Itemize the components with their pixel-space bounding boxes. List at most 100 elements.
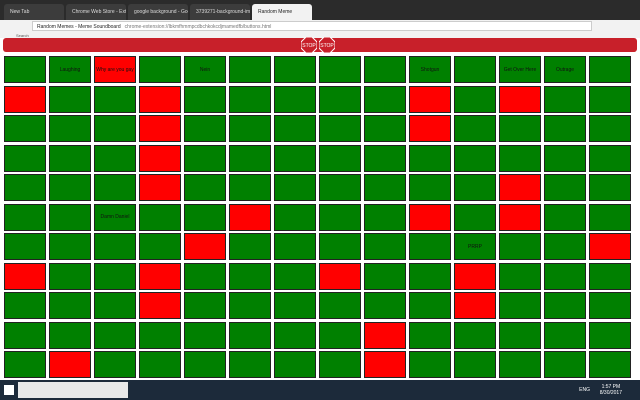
sound-button[interactable] [499, 262, 541, 290]
sound-button[interactable] [364, 351, 406, 378]
sound-button[interactable] [184, 85, 226, 113]
sound-button[interactable] [364, 85, 406, 113]
sound-button[interactable] [274, 351, 316, 378]
sound-button[interactable] [589, 351, 631, 378]
sound-button[interactable] [49, 85, 91, 113]
sound-button[interactable] [589, 85, 631, 113]
sound-button[interactable] [499, 292, 541, 319]
sound-button[interactable] [139, 203, 181, 231]
sound-button[interactable] [499, 115, 541, 142]
sound-button[interactable] [4, 203, 46, 231]
sound-button[interactable]: Shotgun [409, 56, 451, 83]
sound-button[interactable] [139, 321, 181, 349]
sound-button[interactable] [4, 321, 46, 349]
sound-button[interactable] [49, 262, 91, 290]
sound-button[interactable] [364, 56, 406, 83]
sound-button[interactable] [499, 233, 541, 260]
sound-button[interactable] [4, 56, 46, 83]
sound-button[interactable] [364, 144, 406, 172]
sound-button[interactable] [139, 115, 181, 142]
sound-button[interactable] [544, 262, 586, 290]
sound-button[interactable] [229, 85, 271, 113]
sound-button[interactable] [544, 203, 586, 231]
sound-button[interactable] [184, 144, 226, 172]
sound-button[interactable] [364, 292, 406, 319]
sound-button[interactable] [544, 115, 586, 142]
sound-button[interactable] [589, 115, 631, 142]
sound-button[interactable] [229, 262, 271, 290]
sound-button[interactable] [544, 85, 586, 113]
sound-button[interactable] [94, 85, 136, 113]
sound-button[interactable] [454, 262, 496, 290]
sound-button[interactable] [544, 321, 586, 349]
sound-button[interactable] [184, 203, 226, 231]
sound-button[interactable] [319, 115, 361, 142]
sound-button[interactable] [319, 233, 361, 260]
sound-button[interactable] [319, 144, 361, 172]
sound-button[interactable] [4, 233, 46, 260]
sound-button[interactable] [94, 233, 136, 260]
taskbar-search[interactable] [18, 382, 128, 398]
browser-tab[interactable]: Random Meme [252, 4, 312, 20]
sound-button[interactable] [454, 115, 496, 142]
sound-button[interactable] [49, 203, 91, 231]
sound-button[interactable] [184, 174, 226, 201]
sound-button[interactable] [274, 115, 316, 142]
sound-button[interactable] [49, 115, 91, 142]
sound-button[interactable] [49, 233, 91, 260]
sound-button[interactable] [94, 292, 136, 319]
sound-button[interactable] [229, 321, 271, 349]
sound-button[interactable] [184, 262, 226, 290]
sound-button[interactable] [589, 144, 631, 172]
sound-button[interactable] [229, 174, 271, 201]
browser-tab[interactable]: google background - Google Search [128, 4, 188, 20]
sound-button[interactable] [544, 174, 586, 201]
sound-button[interactable] [4, 351, 46, 378]
bookmark[interactable]: Search [16, 33, 29, 38]
sound-button[interactable] [94, 174, 136, 201]
sound-button[interactable] [94, 321, 136, 349]
sound-button[interactable] [409, 85, 451, 113]
sound-button[interactable] [139, 351, 181, 378]
sound-button[interactable] [364, 262, 406, 290]
sound-button[interactable] [364, 203, 406, 231]
sound-button[interactable] [364, 233, 406, 260]
browser-tab[interactable]: New Tab [4, 4, 64, 20]
stop-button[interactable]: STOP [319, 37, 335, 53]
sound-button[interactable]: Nein [184, 56, 226, 83]
sound-button[interactable] [274, 144, 316, 172]
sound-button[interactable] [409, 321, 451, 349]
sound-button[interactable] [544, 292, 586, 319]
sound-button[interactable] [139, 233, 181, 260]
sound-button[interactable] [49, 292, 91, 319]
start-button[interactable] [4, 385, 14, 395]
sound-button[interactable]: Outrage [544, 56, 586, 83]
sound-button[interactable] [139, 144, 181, 172]
sound-button[interactable] [139, 174, 181, 201]
sound-button[interactable] [274, 262, 316, 290]
sound-button[interactable] [544, 144, 586, 172]
sound-button[interactable] [454, 321, 496, 349]
sound-button[interactable] [319, 292, 361, 319]
sound-button[interactable] [544, 351, 586, 378]
sound-button[interactable]: PRRP [454, 233, 496, 260]
sound-button[interactable]: Get Over Here [499, 56, 541, 83]
sound-button[interactable] [274, 56, 316, 83]
sound-button[interactable] [274, 292, 316, 319]
sound-button[interactable] [409, 233, 451, 260]
sound-button[interactable]: Laughing [49, 56, 91, 83]
sound-button[interactable] [4, 115, 46, 142]
sound-button[interactable] [364, 115, 406, 142]
sound-button[interactable] [229, 292, 271, 319]
browser-tab[interactable]: 3739271-background-images [190, 4, 250, 20]
sound-button[interactable] [454, 292, 496, 319]
sound-button[interactable]: Why are you gay [94, 56, 136, 83]
sound-button[interactable] [319, 203, 361, 231]
sound-button[interactable] [49, 321, 91, 349]
sound-button[interactable] [4, 262, 46, 290]
sound-button[interactable] [409, 115, 451, 142]
url-field[interactable]: Random Memes - Meme Soundboard chrome-ext… [32, 21, 592, 31]
sound-button[interactable] [184, 115, 226, 142]
sound-button[interactable] [589, 203, 631, 231]
sound-button[interactable] [409, 174, 451, 201]
